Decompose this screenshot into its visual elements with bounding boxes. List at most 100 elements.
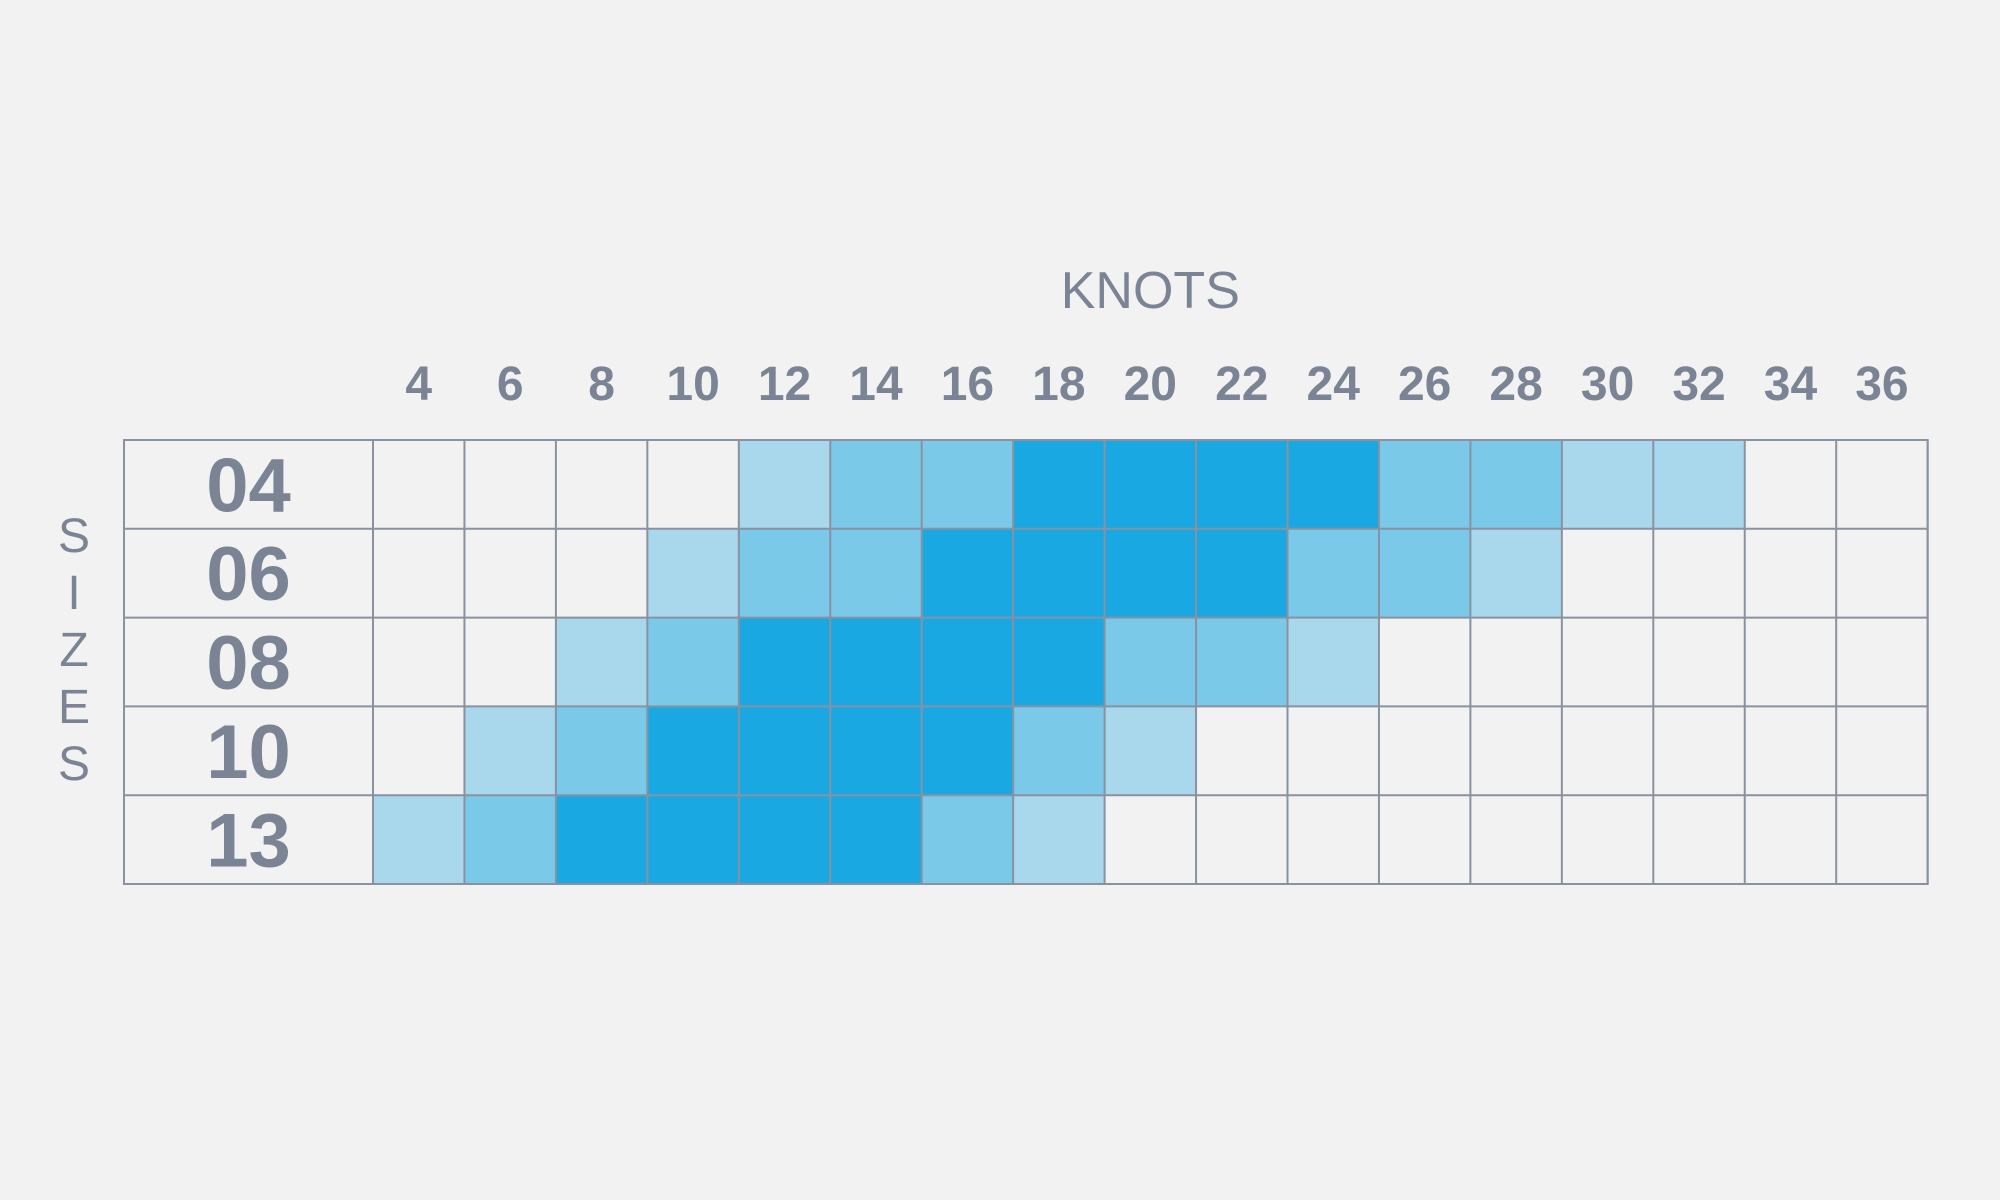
labels-layer: KNOTS 4 6 8 10 12 14 16 18 20 22 24 26 28 30 32 34 36 0406… bbox=[58, 262, 1909, 884]
heatmap-cell-10-10 bbox=[647, 706, 739, 796]
heatmap-cell-06-30 bbox=[1561, 528, 1654, 618]
heatmap-cell-06-14 bbox=[830, 528, 922, 618]
heatmap-cell-13-28 bbox=[1470, 795, 1562, 884]
heatmap-cell-10-28 bbox=[1470, 706, 1562, 796]
heatmap-cell-13-34 bbox=[1744, 795, 1837, 884]
heatmap-cell-04-10 bbox=[647, 440, 739, 529]
heatmap-cell-04-8 bbox=[555, 440, 648, 529]
heatmap-cell-06-20 bbox=[1104, 528, 1197, 618]
x-tick-label: 36 bbox=[1855, 358, 1908, 411]
heatmap-cell-13-16 bbox=[921, 795, 1014, 884]
heatmap-cell-13-22 bbox=[1196, 795, 1288, 884]
cells-layer bbox=[373, 440, 1928, 884]
heatmap-cell-13-14 bbox=[830, 795, 922, 884]
y-tick-label: 08 bbox=[206, 621, 291, 706]
heatmap-cell-04-26 bbox=[1378, 440, 1471, 529]
y-tick-label: 04 bbox=[206, 443, 291, 528]
heatmap-cell-08-36 bbox=[1836, 617, 1928, 707]
y-tick-label: 13 bbox=[206, 799, 291, 884]
x-tick-label: 12 bbox=[758, 358, 811, 411]
heatmap-cell-13-30 bbox=[1561, 795, 1654, 884]
x-tick-label: 24 bbox=[1307, 358, 1361, 411]
y-tick-label: 06 bbox=[206, 532, 291, 617]
x-tick-label: 14 bbox=[849, 358, 903, 411]
heatmap-cell-10-30 bbox=[1561, 706, 1654, 796]
x-tick-label: 28 bbox=[1489, 358, 1542, 411]
heatmap-cell-04-32 bbox=[1653, 440, 1745, 529]
heatmap-cell-06-4 bbox=[373, 528, 465, 618]
heatmap-cell-06-22 bbox=[1196, 528, 1288, 618]
heatmap-cell-08-14 bbox=[830, 617, 922, 707]
heatmap-cell-08-4 bbox=[373, 617, 465, 707]
heatmap-cell-08-28 bbox=[1470, 617, 1562, 707]
heatmap-cell-08-18 bbox=[1013, 617, 1105, 707]
heatmap-cell-06-24 bbox=[1287, 528, 1379, 618]
heatmap-cell-04-6 bbox=[464, 440, 556, 529]
heatmap-cell-08-22 bbox=[1196, 617, 1288, 707]
heatmap-cell-13-32 bbox=[1653, 795, 1745, 884]
heatmap-cell-08-32 bbox=[1653, 617, 1745, 707]
heatmap-cell-08-12 bbox=[738, 617, 831, 707]
x-tick-label: 10 bbox=[666, 358, 719, 411]
heatmap-cell-04-28 bbox=[1470, 440, 1562, 529]
y-tick-label: 10 bbox=[206, 710, 291, 795]
heatmap-cell-04-12 bbox=[738, 440, 831, 529]
heatmap-cell-06-26 bbox=[1378, 528, 1471, 618]
x-tick-label: 20 bbox=[1124, 358, 1177, 411]
heatmap-cell-04-24 bbox=[1287, 440, 1379, 529]
heatmap-cell-04-30 bbox=[1561, 440, 1654, 529]
x-tick-label: 30 bbox=[1581, 358, 1634, 411]
heatmap-cell-10-24 bbox=[1287, 706, 1379, 796]
heatmap-cell-10-6 bbox=[464, 706, 556, 796]
heatmap-cell-10-20 bbox=[1104, 706, 1197, 796]
heatmap-cell-10-4 bbox=[373, 706, 465, 796]
heatmap-cell-13-4 bbox=[373, 795, 465, 884]
x-axis-title: KNOTS bbox=[1061, 262, 1240, 320]
x-tick-label: 4 bbox=[405, 358, 432, 411]
heatmap-cell-10-32 bbox=[1653, 706, 1745, 796]
heatmap-cell-04-14 bbox=[830, 440, 922, 529]
heatmap-cell-06-10 bbox=[647, 528, 739, 618]
heatmap-cell-10-26 bbox=[1378, 706, 1471, 796]
heatmap-cell-13-8 bbox=[555, 795, 648, 884]
heatmap-cell-08-10 bbox=[647, 617, 739, 707]
x-tick-label: 6 bbox=[497, 358, 524, 411]
heatmap-cell-13-6 bbox=[464, 795, 556, 884]
heatmap-cell-06-34 bbox=[1744, 528, 1837, 618]
heatmap-cell-10-18 bbox=[1013, 706, 1105, 796]
heatmap-cell-06-36 bbox=[1836, 528, 1928, 618]
heatmap-cell-04-34 bbox=[1744, 440, 1837, 529]
heatmap-cell-04-16 bbox=[921, 440, 1014, 529]
x-tick-label: 34 bbox=[1764, 358, 1818, 411]
heatmap-cell-10-8 bbox=[555, 706, 648, 796]
heatmap-cell-08-6 bbox=[464, 617, 556, 707]
x-tick-label: 32 bbox=[1672, 358, 1725, 411]
heatmap-cell-06-16 bbox=[921, 528, 1014, 618]
heatmap-cell-04-4 bbox=[373, 440, 465, 529]
heatmap-cell-06-8 bbox=[555, 528, 648, 618]
heatmap-cell-10-16 bbox=[921, 706, 1014, 796]
heatmap-cell-04-22 bbox=[1196, 440, 1288, 529]
heatmap-cell-13-20 bbox=[1104, 795, 1197, 884]
heatmap-cell-10-34 bbox=[1744, 706, 1837, 796]
heatmap-cell-13-36 bbox=[1836, 795, 1928, 884]
heatmap-cell-10-22 bbox=[1196, 706, 1288, 796]
heatmap-cell-08-30 bbox=[1561, 617, 1654, 707]
heatmap-cell-06-32 bbox=[1653, 528, 1745, 618]
heatmap-cell-10-36 bbox=[1836, 706, 1928, 796]
heatmap-cell-10-12 bbox=[738, 706, 831, 796]
heatmap-cell-06-18 bbox=[1013, 528, 1105, 618]
heatmap-cell-06-28 bbox=[1470, 528, 1562, 618]
x-tick-label: 18 bbox=[1032, 358, 1085, 411]
heatmap-cell-08-34 bbox=[1744, 617, 1837, 707]
x-tick-label: 22 bbox=[1215, 358, 1268, 411]
x-tick-label: 26 bbox=[1398, 358, 1451, 411]
heatmap-cell-06-12 bbox=[738, 528, 831, 618]
heatmap-cell-08-8 bbox=[555, 617, 648, 707]
grid-layer bbox=[123, 439, 1929, 885]
heatmap-cell-10-14 bbox=[830, 706, 922, 796]
heatmap-cell-13-26 bbox=[1378, 795, 1471, 884]
heatmap-cell-04-36 bbox=[1836, 440, 1928, 529]
heatmap-cell-13-10 bbox=[647, 795, 739, 884]
